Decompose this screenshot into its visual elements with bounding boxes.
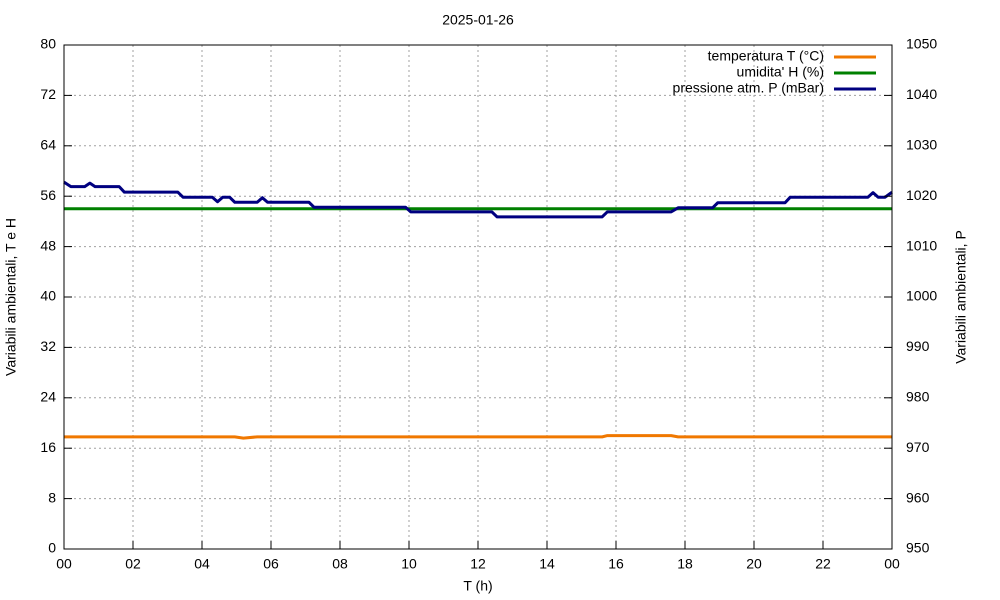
x-tick-label: 18	[677, 556, 693, 572]
chart-title: 2025-01-26	[442, 12, 514, 28]
y2-tick-label: 1000	[906, 288, 937, 304]
y-tick-label: 48	[40, 237, 56, 253]
y-tick-label: 56	[40, 187, 56, 203]
x-tick-label: 14	[539, 556, 555, 572]
y-tick-label: 40	[40, 288, 56, 304]
x-tick-label: 08	[332, 556, 348, 572]
plot-area	[63, 180, 893, 440]
y2-tick-label: 1010	[906, 237, 937, 253]
data-line	[64, 434, 892, 440]
x-tick-label: 16	[608, 556, 624, 572]
legend-label: pressione atm. P (mBar)	[673, 80, 824, 96]
legend-label: temperatura T (°C)	[708, 48, 824, 64]
y-axis-label: Variabili ambientali, T e H	[3, 218, 19, 376]
y-tick-label: 8	[48, 489, 56, 505]
x-tick-label: 22	[815, 556, 831, 572]
y-tick-label: 16	[40, 439, 56, 455]
y2-tick-label: 950	[906, 540, 930, 556]
x-tick-label: 00	[884, 556, 900, 572]
y-tick-label: 72	[40, 86, 56, 102]
data-line	[63, 180, 893, 219]
y-tick-label: 24	[40, 389, 56, 405]
y2-tick-label: 990	[906, 338, 930, 354]
y2-tick-label: 1050	[906, 36, 937, 52]
legend-label: umidita' H (%)	[737, 64, 824, 80]
y2-axis-label: Variabili ambientali, P	[953, 230, 969, 364]
y2-tick-label: 1040	[906, 86, 937, 102]
x-tick-label: 20	[746, 556, 762, 572]
grid	[63, 44, 893, 550]
x-tick-label: 06	[263, 556, 279, 572]
y2-tick-label: 980	[906, 389, 930, 405]
x-tick-label: 12	[470, 556, 486, 572]
x-tick-label: 10	[401, 556, 417, 572]
x-tick-label: 00	[56, 556, 72, 572]
y-tick-label: 80	[40, 36, 56, 52]
x-tick-label: 04	[194, 556, 210, 572]
y2-tick-label: 970	[906, 439, 930, 455]
y-tick-label: 0	[48, 540, 56, 556]
y2-tick-label: 960	[906, 489, 930, 505]
x-axis-label: T (h)	[463, 578, 492, 594]
y-tick-label: 64	[40, 137, 56, 153]
y2-tick-label: 1020	[906, 187, 937, 203]
y2-tick-label: 1030	[906, 137, 937, 153]
x-tick-label: 02	[125, 556, 141, 572]
y-tick-label: 32	[40, 338, 56, 354]
